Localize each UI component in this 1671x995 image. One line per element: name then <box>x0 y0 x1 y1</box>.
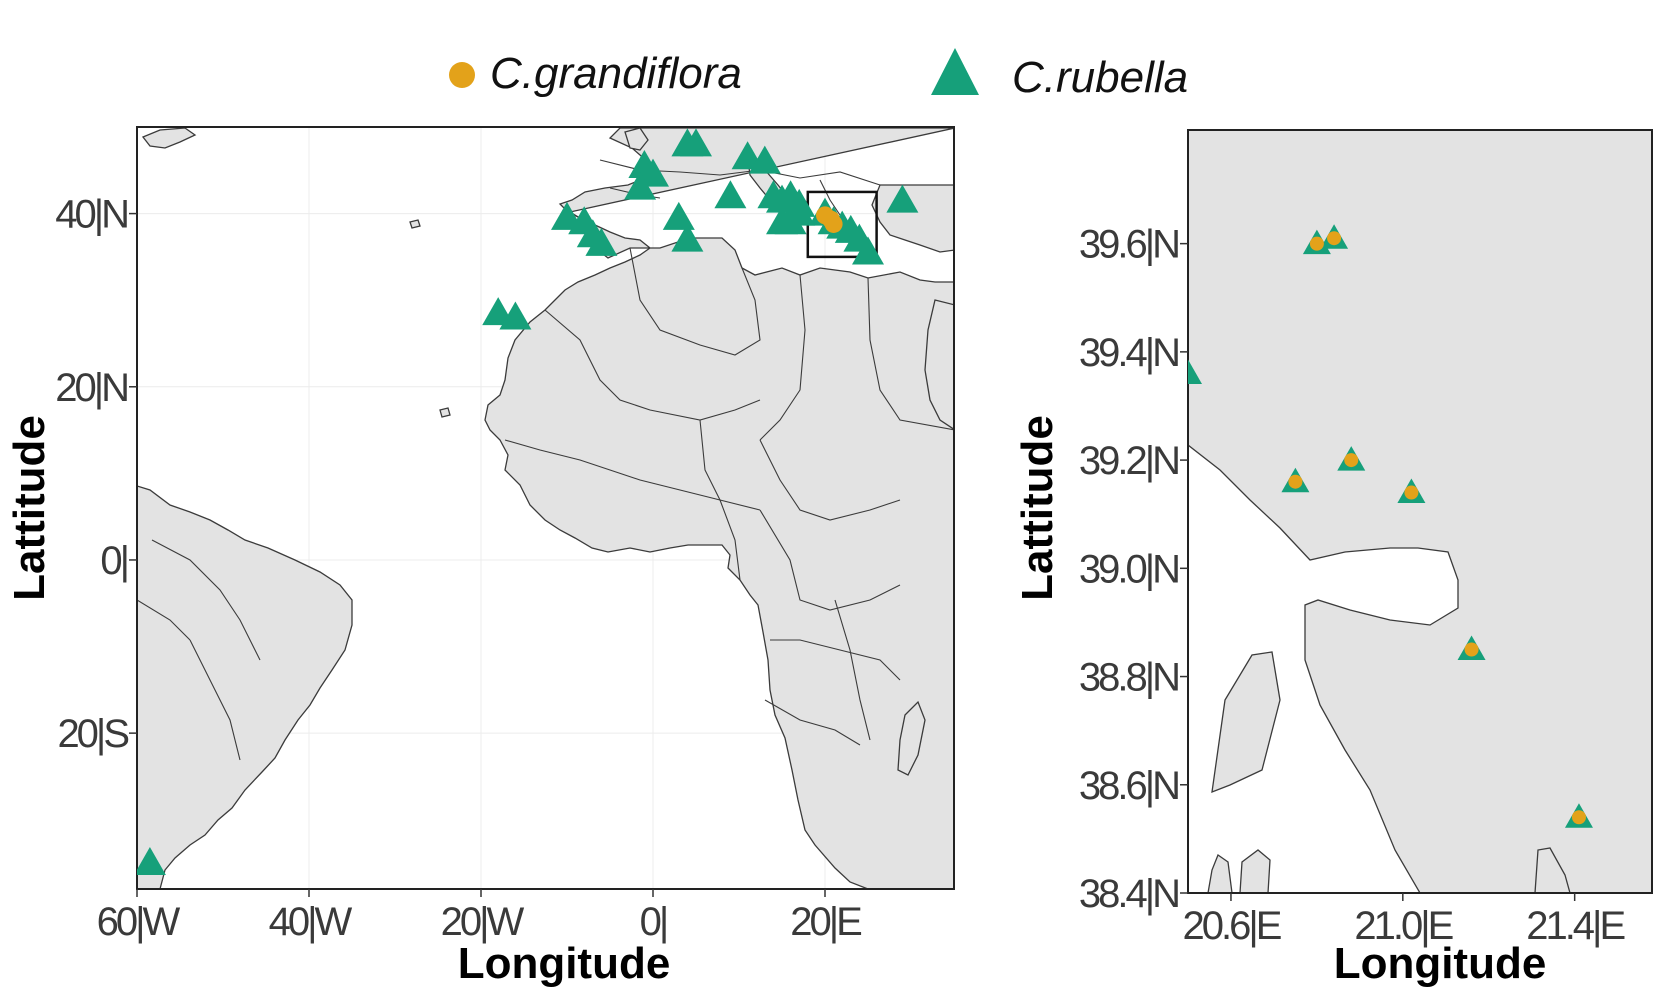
inset-grandiflora-point <box>1309 236 1324 251</box>
inset-sea-area <box>1188 444 1459 893</box>
main-rubella-point <box>585 227 618 256</box>
inset-grandiflora-point <box>1344 453 1359 468</box>
main-rubella-point <box>671 223 704 252</box>
legend: C.grandiflora C.rubella <box>449 48 1188 102</box>
main-rubella-point <box>783 197 816 226</box>
main-y-tick-label: 0| <box>100 539 127 583</box>
main-rubella-point <box>714 180 747 209</box>
main-x-tick-label: 20|W <box>441 900 525 944</box>
main-rubella-point <box>662 201 695 230</box>
arabia-landmass <box>924 299 954 431</box>
legend-grandiflora-label: C.grandiflora <box>490 49 742 98</box>
inset-y-axis-title: Lattitude <box>1013 415 1062 601</box>
main-grandiflora-point <box>824 214 843 233</box>
inset-x-tick-label: 21.0|E <box>1354 904 1452 948</box>
inset-y-tick-label: 39.4|N <box>1079 331 1178 375</box>
inset-y-tick-label: 39.2|N <box>1079 439 1178 483</box>
inset-map-frame <box>1187 129 1653 894</box>
main-x-tick-label: 0| <box>640 900 667 944</box>
inset-island-lefkada <box>1211 651 1281 794</box>
cape-verde-islands <box>439 407 451 418</box>
inset-island-small-2 <box>1239 849 1271 893</box>
main-map-ticks: 60|W 40|W 20|W 0| 20|E 40|N 20|N 0| 20|S <box>55 193 864 944</box>
inset-grandiflora-point <box>1464 642 1479 657</box>
main-map-panel: 60|W 40|W 20|W 0| 20|E 40|N 20|N 0| 20|S Longitu… <box>5 126 955 988</box>
south-america-landmass <box>137 485 353 889</box>
inset-island-small-3 <box>1534 847 1571 893</box>
main-rubella-point <box>886 184 919 213</box>
inset-y-tick-label: 39.0|N <box>1079 547 1178 591</box>
main-x-tick-label: 40|W <box>269 900 353 944</box>
madagascar-landmass <box>897 700 926 776</box>
inset-y-tick-label: 38.8|N <box>1079 656 1178 700</box>
main-y-tick-label: 20|N <box>55 366 127 410</box>
main-rubella-point <box>852 236 884 265</box>
inset-grandiflora-point <box>1327 231 1342 246</box>
legend-grandiflora-marker <box>449 62 475 88</box>
main-x-tick-label: 20|E <box>790 900 861 944</box>
inset-y-tick-label: 38.6|N <box>1079 764 1178 808</box>
inset-grandiflora-point <box>1571 810 1586 825</box>
main-rubella-point <box>637 158 669 187</box>
main-rubella-point <box>137 847 166 876</box>
inset-grandiflora-point <box>1404 485 1419 500</box>
main-map-points <box>137 128 919 876</box>
greenland-landmass <box>141 127 197 149</box>
legend-rubella-marker <box>931 48 979 95</box>
inset-rubella-point <box>1188 359 1202 385</box>
main-x-axis-title: Longitude <box>458 939 671 988</box>
main-rubella-point <box>680 128 712 157</box>
main-y-tick-label: 40|N <box>55 193 127 237</box>
inset-x-tick-label: 21.4|E <box>1526 904 1624 948</box>
inset-grandiflora-point <box>1288 474 1303 489</box>
main-y-tick-label: 20|S <box>57 712 128 756</box>
inset-y-tick-label: 38.4|N <box>1079 872 1178 916</box>
country-borders <box>137 159 954 761</box>
inset-map-points <box>1188 224 1593 828</box>
main-x-tick-label: 60|W <box>97 900 181 944</box>
inset-map-ticks: 20.6|E 21.0|E 21.4|E 39.6|N 39.4|N 39.2|N 39.0… <box>1079 223 1628 948</box>
inset-x-axis-title: Longitude <box>1334 939 1547 988</box>
azores-islands <box>409 219 421 229</box>
legend-rubella-label: C.rubella <box>1012 53 1188 102</box>
britain-landmass <box>624 127 649 151</box>
inset-island-small-1 <box>1207 853 1233 893</box>
main-y-axis-title: Lattitude <box>5 415 54 601</box>
inset-map-panel: 20.6|E 21.0|E 21.4|E 39.6|N 39.4|N 39.2|N 39.0… <box>1013 129 1653 988</box>
main-rubella-point <box>499 301 532 330</box>
inset-x-tick-label: 20.6|E <box>1183 904 1281 948</box>
inset-y-tick-label: 39.6|N <box>1079 223 1178 267</box>
main-rubella-point <box>748 145 781 174</box>
main-rubella-point <box>624 171 657 200</box>
main-map-land <box>137 127 954 889</box>
main-map-frame <box>136 126 955 890</box>
inset-map-water <box>1188 444 1571 893</box>
